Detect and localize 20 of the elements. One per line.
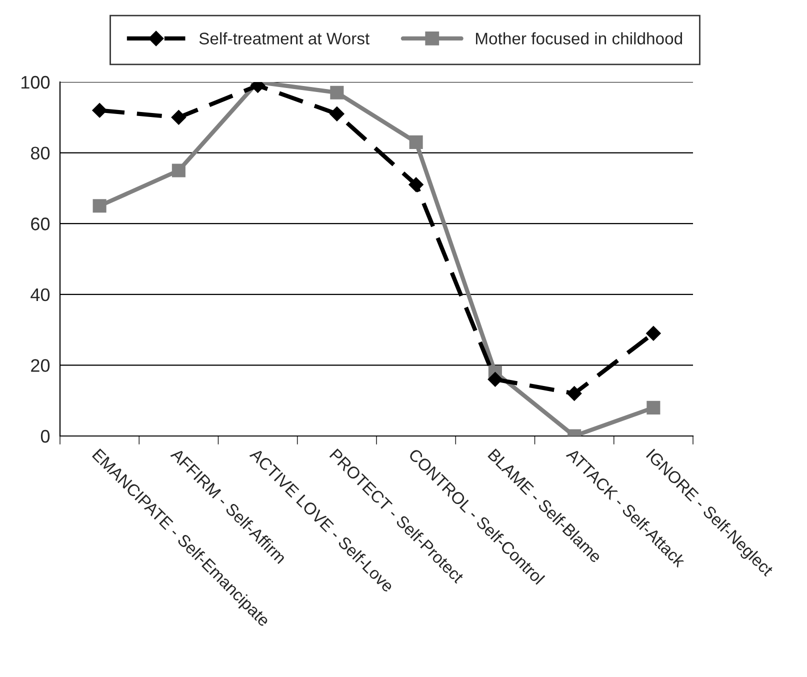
point: [646, 326, 661, 341]
point: [172, 164, 186, 178]
y-tick-label: 20: [31, 359, 50, 372]
y-tick-label: 60: [31, 218, 50, 230]
point: [566, 386, 582, 401]
point: [409, 135, 423, 149]
point: [488, 372, 503, 387]
point: [92, 102, 107, 118]
point: [330, 86, 344, 100]
point: [330, 106, 344, 122]
legend-label: Self-treatment at Worst: [199, 32, 370, 44]
y-tick-label: 0: [40, 430, 50, 443]
point: [92, 199, 106, 213]
point: [408, 177, 424, 192]
y-tick-label: 80: [30, 146, 50, 160]
point: [646, 400, 660, 414]
y-tick-label: 100: [22, 76, 50, 89]
legend-label: Mother focused in childhood: [476, 32, 682, 44]
y-tick-label: 40: [30, 288, 50, 302]
point: [171, 110, 186, 125]
